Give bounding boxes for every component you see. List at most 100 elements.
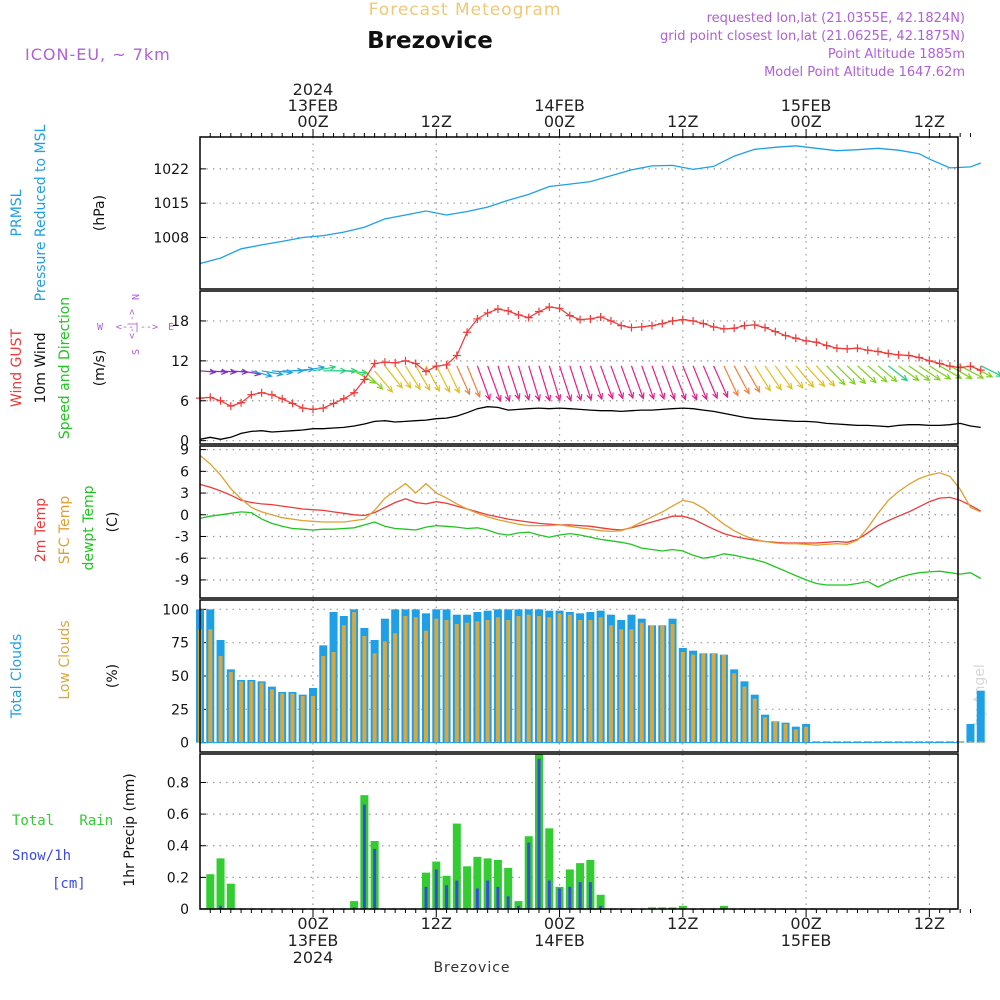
wind-gust-marker <box>822 341 831 350</box>
prmsl-label: PRMSL <box>9 189 25 236</box>
wind-gust-marker <box>298 404 307 413</box>
model-altitude: Model Point Altitude 1647.62m <box>764 65 965 80</box>
y-tick-label: 0 <box>180 434 189 450</box>
wind-gust-marker <box>853 344 862 353</box>
wind-gust-marker <box>339 394 348 403</box>
wind-panel: 0 6 12 18 <box>171 290 1000 450</box>
wind-direction-arrow <box>908 365 930 381</box>
point-altitude: Point Altitude 1885m <box>828 47 965 62</box>
low-cloud-bar <box>947 741 952 743</box>
wind-direction-arrow <box>312 366 336 372</box>
wind-gust-marker <box>617 321 626 330</box>
wind-gust-marker <box>288 399 297 408</box>
wind-10m-line <box>199 406 981 440</box>
wind-direction-arrow <box>713 365 729 398</box>
wind-gust-marker <box>247 390 256 399</box>
low-cloud-bar <box>670 624 675 743</box>
wind-10m-label: 10m Wind <box>33 332 49 403</box>
wind-arrow-head <box>444 385 451 394</box>
snow-bar <box>516 905 520 909</box>
temp-unit-label: (C) <box>105 512 121 533</box>
snow-bar <box>547 880 551 909</box>
wind-gust-marker <box>380 358 389 367</box>
y-tick-label: 0.4 <box>167 839 189 855</box>
low-cloud-bar <box>978 741 983 743</box>
wind-direction-arrow <box>569 365 582 401</box>
wind-gust-label: Wind GUST <box>9 328 25 407</box>
low-cloud-bar <box>680 652 685 743</box>
precipitation-panel: 0 0.2 0.4 0.6 0.8 <box>167 753 959 918</box>
low-cloud-bar <box>639 622 644 743</box>
wind-gust-marker <box>216 396 225 405</box>
wind-direction-arrow <box>476 365 491 400</box>
wind-gust-marker <box>586 314 595 323</box>
rain-bar <box>226 883 235 909</box>
wind-arrow-head <box>628 391 635 400</box>
compass-north: N <box>131 294 142 300</box>
wind-direction-arrow <box>805 365 825 387</box>
low-cloud-bar <box>752 698 757 743</box>
wind-direction-arrow <box>795 365 814 388</box>
y-tick-label: 1015 <box>153 196 189 212</box>
wind-gust-marker <box>668 316 677 325</box>
low-cloud-bar <box>793 729 798 743</box>
wind-direction-arrow <box>743 365 761 393</box>
low-cloud-bar <box>321 656 326 743</box>
wind-gust-marker <box>576 315 585 324</box>
bottom-time-label: 14FEB <box>534 931 585 950</box>
rain-bar <box>206 874 215 909</box>
rain-bar <box>668 907 677 909</box>
wind-arrow-head <box>722 391 729 399</box>
top-time-label: 00Z <box>297 112 328 131</box>
bottom-time-label: 00Z <box>297 914 328 933</box>
wind-gust-marker <box>555 304 564 313</box>
snow-bar <box>445 885 449 909</box>
low-cloud-bar <box>208 629 213 743</box>
dewpt-label: dewpt Temp <box>81 485 97 570</box>
wind-direction-arrow <box>384 365 403 389</box>
wind-direction-arrow <box>887 365 908 381</box>
wind-direction-arrow <box>918 365 941 381</box>
y-tick-label: -9 <box>175 573 189 589</box>
low-cloud-bar <box>290 693 295 743</box>
sfc-temp-line <box>199 454 981 546</box>
wind-gust-marker <box>719 324 728 333</box>
wind-arrow-head <box>329 364 337 371</box>
low-cloud-bar <box>927 741 932 743</box>
wind-direction-arrow <box>600 365 614 399</box>
total-clouds-label: Total Clouds <box>9 634 25 719</box>
wind-gust-marker <box>463 328 472 337</box>
rain-bar <box>504 867 513 909</box>
wind-gust-marker <box>565 311 574 320</box>
wind-arrow-head <box>386 385 394 393</box>
wind-arrow-head <box>732 389 739 397</box>
compass-horizontal: <--|--> <box>116 322 158 333</box>
temperature-labels: 2m Temp SFC Temp dewpt Temp (C) <box>33 485 121 570</box>
wind-gust-marker <box>319 404 328 413</box>
wind-direction-arrow <box>815 365 835 387</box>
top-time-label: 13FEB <box>288 96 339 115</box>
snow-bar <box>599 905 603 909</box>
wind-gust-marker <box>945 362 954 371</box>
wind-arrow-head <box>484 393 491 402</box>
requested-coords: requested lon,lat (21.0355E, 42.1824N) <box>707 11 965 26</box>
wind-gust-marker <box>709 322 718 331</box>
wind-direction-arrow <box>302 366 325 372</box>
wind-arrow-head <box>276 370 284 377</box>
low-cloud-bar <box>526 614 531 743</box>
t2m-label: 2m Temp <box>33 498 49 562</box>
wind-arrow-head <box>923 374 931 382</box>
y-tick-label: 0 <box>180 508 189 524</box>
wind-gust-marker <box>257 388 266 397</box>
bottom-time-label: 12Z <box>667 914 698 933</box>
wind-direction-arrow <box>754 365 771 391</box>
low-clouds-label: Low Clouds <box>57 620 73 699</box>
wind-gust-marker <box>627 323 636 332</box>
low-cloud-bar <box>269 689 274 743</box>
wind-gust-marker <box>309 405 317 414</box>
y-tick-label: 100 <box>162 602 189 618</box>
top-time-label: 14FEB <box>534 96 585 115</box>
wind-compass: <-|-> N S W <--|--> E <box>97 294 174 355</box>
snow-label: Snow/1h <box>12 848 71 864</box>
